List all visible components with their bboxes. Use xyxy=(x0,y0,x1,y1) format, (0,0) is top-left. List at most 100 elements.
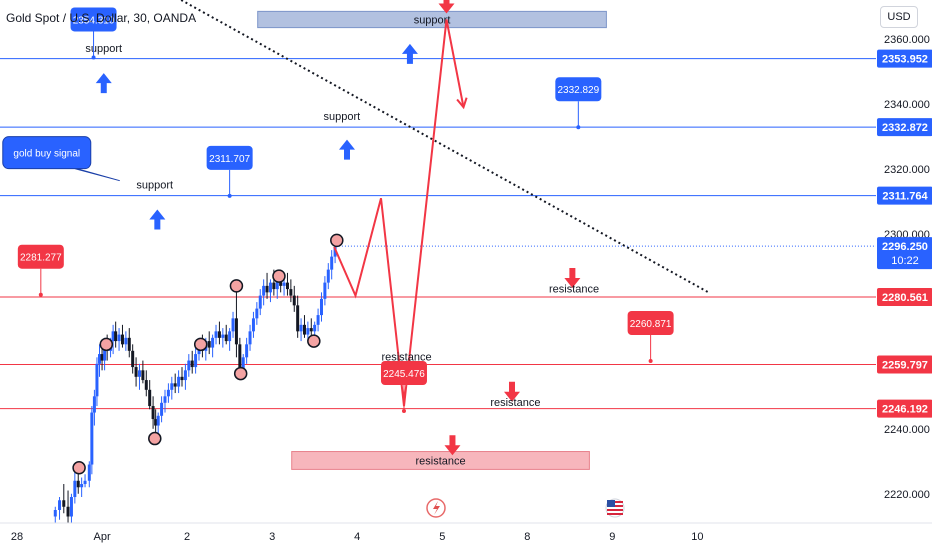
lightning-event-icon[interactable] xyxy=(426,498,446,518)
resistance-label: resistance xyxy=(490,397,540,409)
y-tick-label: 2320.000 xyxy=(884,164,930,176)
candle-body xyxy=(217,331,221,338)
candle-body xyxy=(316,315,320,325)
price-callout xyxy=(627,310,674,335)
resistance-label: resistance xyxy=(381,352,431,364)
price-level-tag xyxy=(877,186,932,205)
x-tick-label: 10 xyxy=(691,531,703,543)
arrow-down-icon xyxy=(444,435,461,456)
candle-body xyxy=(282,282,286,286)
candle-body xyxy=(221,334,225,338)
price-axis-background xyxy=(876,0,932,550)
candle-body xyxy=(211,337,215,348)
event-icons-layer xyxy=(426,498,625,518)
callout-anchor-dot xyxy=(227,193,232,198)
callout-anchor-dot xyxy=(648,358,653,363)
candle-body xyxy=(268,282,272,293)
candle-body xyxy=(296,305,300,332)
price-level-tag-label: 2280.561 xyxy=(882,292,928,304)
candle-body xyxy=(117,334,121,342)
candle-body xyxy=(194,354,198,368)
candle-body xyxy=(265,285,269,293)
us-flag-event-icon[interactable] xyxy=(605,498,625,518)
candle-body xyxy=(245,344,249,358)
arrows-layer xyxy=(95,0,581,456)
current-price-tag-label: 2296.250 xyxy=(882,241,928,253)
candle-body xyxy=(154,419,158,426)
callout-anchor-dot xyxy=(38,292,43,297)
candle-body xyxy=(302,324,306,335)
candle-body xyxy=(180,376,184,381)
y-tick-label: 2220.000 xyxy=(884,489,930,501)
candle-body xyxy=(289,289,293,296)
dotted-trendline xyxy=(180,0,709,294)
price-level-tag xyxy=(877,288,932,307)
projection-layer xyxy=(333,19,468,407)
price-callout-label: 2245.476 xyxy=(383,369,425,380)
price-callout-label: 2332.829 xyxy=(557,85,599,96)
candle-body xyxy=(134,367,138,377)
support-label: support xyxy=(324,111,361,123)
pivot-marker xyxy=(193,337,208,352)
candle-body xyxy=(190,360,194,368)
candle-body xyxy=(131,350,135,368)
price-callout xyxy=(555,77,602,102)
candle-body xyxy=(292,295,296,306)
candle-body xyxy=(173,383,177,387)
pivot-marker xyxy=(330,233,344,248)
candle-body xyxy=(241,357,245,371)
candle-body xyxy=(313,324,317,332)
candle-body xyxy=(98,354,102,364)
pivot-marker xyxy=(272,269,286,283)
candle-body xyxy=(326,269,330,283)
signal-bubble-label: gold buy signal xyxy=(13,149,80,160)
candle-body xyxy=(137,370,141,377)
price-level-tag xyxy=(877,399,932,418)
candle-body xyxy=(148,389,152,407)
signal-bubble xyxy=(2,136,120,182)
candle-body xyxy=(95,363,99,397)
price-callout-label: 2311.707 xyxy=(209,154,250,165)
price-level-tag-label: 2259.797 xyxy=(882,359,928,371)
zones-layer: support resistance xyxy=(257,10,607,470)
y-tick-label: 2340.000 xyxy=(884,99,930,111)
projection-path xyxy=(333,19,465,407)
arrow-up-icon xyxy=(338,139,355,160)
arrow-down-icon xyxy=(564,267,581,288)
price-callout-label: 2354.310 xyxy=(73,15,115,26)
currency-button[interactable]: USD xyxy=(880,6,918,28)
price-level-tag xyxy=(877,118,932,137)
callout-anchor-dot xyxy=(576,125,581,130)
candle-body xyxy=(62,500,66,507)
candle-body xyxy=(306,328,310,335)
pivot-marker xyxy=(99,337,114,352)
arrow-up-icon xyxy=(149,209,166,230)
candle-body xyxy=(141,370,145,381)
chart-title: Gold Spot / U.S. Dollar, 30, OANDA xyxy=(6,11,196,25)
candle-body xyxy=(319,298,323,316)
candle-body xyxy=(258,295,262,309)
candle-body xyxy=(76,480,80,488)
support-zone xyxy=(257,10,607,29)
candle-body xyxy=(272,282,276,290)
candle-body xyxy=(177,376,181,387)
arrow-up-icon xyxy=(95,73,112,94)
candle-body xyxy=(58,500,62,511)
candle-body xyxy=(224,334,228,342)
candles-layer xyxy=(53,240,337,523)
candle-body xyxy=(124,337,128,345)
candle-body xyxy=(144,380,148,390)
candle-body xyxy=(234,318,238,345)
arrow-down-icon xyxy=(503,381,520,402)
x-tick-label: 28 xyxy=(11,531,23,543)
price-callout xyxy=(206,145,253,170)
annotations-layer: support support support resistance resistanc… xyxy=(2,43,599,409)
candle-body xyxy=(53,510,57,517)
candle-body xyxy=(285,282,289,290)
price-level-tag-label: 2246.192 xyxy=(882,404,928,416)
candle-body xyxy=(151,406,155,420)
pivot-marker xyxy=(307,334,321,348)
price-callout-label: 2260.871 xyxy=(630,319,672,330)
callout-anchor-dot xyxy=(91,55,96,60)
